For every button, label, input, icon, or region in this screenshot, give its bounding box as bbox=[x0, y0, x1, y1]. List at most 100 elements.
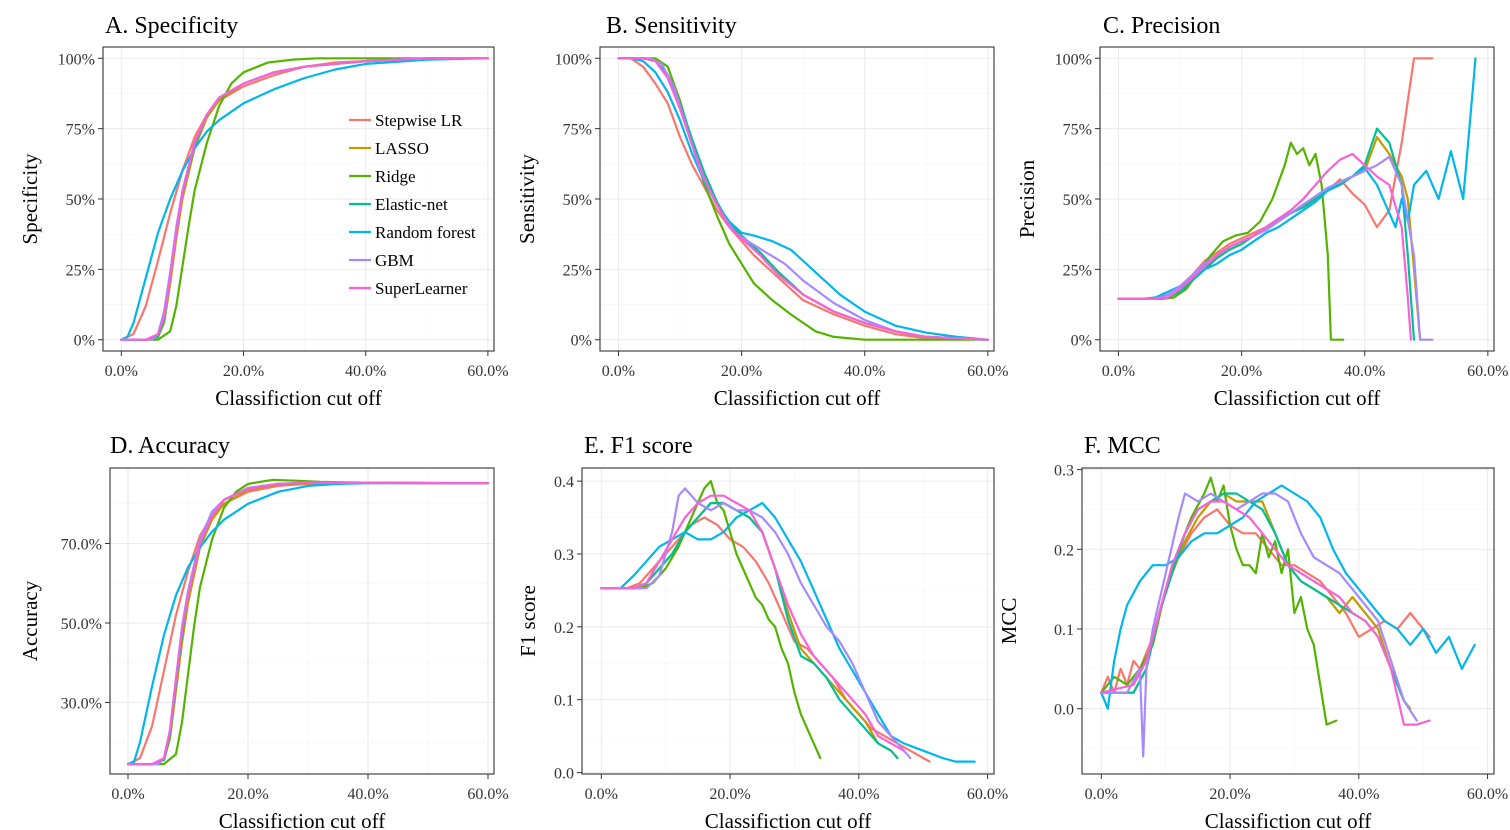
legend-label: Elastic-net bbox=[375, 195, 448, 214]
x-tick-label: 20.0% bbox=[1209, 786, 1250, 803]
x-tick-label: 20.0% bbox=[227, 786, 268, 803]
panel-c-precision: 0.0% 20.0% 40.0% 60.0% 0% 25% 50% 75% 100% C. Pre… bbox=[1015, 13, 1509, 410]
x-tick-label: 20.0% bbox=[709, 786, 750, 803]
series-line-stepwise-lr bbox=[1119, 58, 1433, 299]
x-axis-label: Classifiction cut off bbox=[1214, 386, 1380, 410]
y-tick-label: 0.1 bbox=[1054, 622, 1074, 639]
y-tick-label: 100% bbox=[1055, 51, 1092, 68]
y-tick-label: 0.4 bbox=[554, 474, 574, 491]
y-axis-label: F1 score bbox=[516, 585, 540, 657]
legend-label: LASSO bbox=[375, 139, 429, 158]
legend-label: SuperLearner bbox=[375, 279, 468, 298]
legend: Stepwise LR LASSO Ridge Elastic-net Random f… bbox=[349, 111, 476, 298]
y-tick-label: 0.3 bbox=[1054, 463, 1074, 480]
y-tick-label: 75% bbox=[1063, 122, 1092, 139]
y-axis-label: Precision bbox=[1015, 159, 1039, 238]
panel-title: B. Sensitivity bbox=[606, 13, 737, 39]
panel-a-specificity: 0.0% 20.0% 40.0% 60.0% 0% 25% 50% 75% 100% A. Spe… bbox=[18, 13, 509, 410]
x-tick-label: 0.0% bbox=[1085, 786, 1118, 803]
x-tick-label: 40.0% bbox=[844, 363, 885, 380]
y-tick-label: 0% bbox=[571, 333, 592, 350]
x-tick-label: 20.0% bbox=[1221, 363, 1262, 380]
x-axis-label: Classifiction cut off bbox=[1205, 809, 1371, 830]
x-tick-label: 20.0% bbox=[223, 363, 264, 380]
x-tick-label: 0.0% bbox=[585, 786, 618, 803]
y-tick-label: 0.0 bbox=[1054, 702, 1074, 719]
x-tick-label: 60.0% bbox=[1467, 363, 1508, 380]
x-tick-label: 0.0% bbox=[602, 363, 635, 380]
y-tick-label: 75% bbox=[66, 122, 95, 139]
y-tick-label: 0.0 bbox=[554, 766, 574, 783]
y-axis-label: Accuracy bbox=[18, 580, 42, 661]
x-tick-label: 0.0% bbox=[105, 363, 138, 380]
x-tick-label: 60.0% bbox=[1467, 786, 1508, 803]
y-tick-label: 25% bbox=[563, 262, 592, 279]
y-tick-label: 0.2 bbox=[554, 620, 574, 637]
y-tick-label: 50.0% bbox=[61, 616, 102, 633]
y-tick-label: 100% bbox=[58, 51, 95, 68]
x-tick-label: 40.0% bbox=[1344, 363, 1385, 380]
y-tick-label: 25% bbox=[1063, 262, 1092, 279]
x-axis-label: Classifiction cut off bbox=[705, 809, 871, 830]
series-line-gbm bbox=[601, 488, 910, 758]
x-tick-label: 40.0% bbox=[838, 786, 879, 803]
y-tick-label: 50% bbox=[1063, 192, 1092, 209]
y-tick-label: 0.3 bbox=[554, 547, 574, 564]
x-tick-label: 60.0% bbox=[967, 786, 1008, 803]
y-tick-label: 100% bbox=[555, 51, 592, 68]
y-tick-label: 0% bbox=[1071, 333, 1092, 350]
panels: 0.0% 20.0% 40.0% 60.0% 0% 25% 50% 75% 100% A. Spe… bbox=[18, 13, 1509, 830]
x-tick-label: 0.0% bbox=[1102, 363, 1135, 380]
y-axis-label: Specificity bbox=[18, 153, 42, 244]
y-tick-label: 0.2 bbox=[1054, 542, 1074, 559]
y-tick-label: 70.0% bbox=[61, 537, 102, 554]
panel-title: D. Accuracy bbox=[110, 433, 230, 459]
y-tick-label: 75% bbox=[563, 122, 592, 139]
series-line-random-forest bbox=[1119, 58, 1476, 299]
x-tick-label: 0.0% bbox=[111, 786, 144, 803]
series-line-lasso bbox=[1119, 137, 1421, 340]
x-axis-label: Classifiction cut off bbox=[215, 386, 381, 410]
x-tick-label: 40.0% bbox=[345, 363, 386, 380]
panel-title: C. Precision bbox=[1103, 13, 1220, 39]
series-line-lasso bbox=[601, 503, 897, 758]
series-line-random-forest bbox=[601, 503, 974, 762]
y-tick-label: 25% bbox=[66, 262, 95, 279]
series-line-ridge bbox=[1119, 143, 1344, 340]
panel-title: E. F1 score bbox=[584, 433, 693, 459]
series-line-superlearner bbox=[1101, 502, 1429, 725]
series-lines bbox=[1101, 478, 1474, 757]
panel-e-f1-score: 0.0% 20.0% 40.0% 60.0% 0.0 0.1 0.2 0.3 0.4 E. F1 … bbox=[516, 433, 1008, 830]
gridlines bbox=[600, 47, 994, 351]
y-tick-label: 0.1 bbox=[554, 693, 574, 710]
panel-f-mcc: 0.0% 20.0% 40.0% 60.0% 0.0 0.1 0.2 0.3 F. MCC Cla… bbox=[997, 433, 1508, 830]
series-lines bbox=[601, 481, 974, 761]
gridlines bbox=[1100, 47, 1494, 351]
legend-label: GBM bbox=[375, 251, 414, 270]
y-tick-label: 50% bbox=[66, 192, 95, 209]
x-axis-label: Classifiction cut off bbox=[219, 809, 385, 830]
series-line-random-forest bbox=[1101, 486, 1474, 709]
panel-title: F. MCC bbox=[1084, 433, 1161, 459]
y-tick-label: 0% bbox=[74, 333, 95, 350]
x-tick-label: 40.0% bbox=[1338, 786, 1379, 803]
panel-title: A. Specificity bbox=[105, 13, 238, 39]
legend-label: Stepwise LR bbox=[375, 111, 463, 130]
panel-b-sensitivity: 0.0% 20.0% 40.0% 60.0% 0% 25% 50% 75% 100% B. Sen… bbox=[515, 13, 1009, 410]
panel-d-accuracy: 0.0% 20.0% 40.0% 60.0% 30.0% 50.0% 70.0% D. Acc… bbox=[18, 433, 509, 830]
y-tick-label: 50% bbox=[563, 192, 592, 209]
series-line-gbm bbox=[1119, 157, 1433, 340]
legend-label: Random forest bbox=[375, 223, 476, 242]
series-line-elastic-net bbox=[601, 503, 897, 758]
y-tick-label: 30.0% bbox=[61, 695, 102, 712]
y-axis-label: MCC bbox=[997, 598, 1021, 645]
x-tick-label: 60.0% bbox=[467, 786, 508, 803]
x-tick-label: 40.0% bbox=[347, 786, 388, 803]
x-axis-label: Classifiction cut off bbox=[714, 386, 880, 410]
x-tick-label: 20.0% bbox=[721, 363, 762, 380]
legend-label: Ridge bbox=[375, 167, 416, 186]
y-axis-label: Sensitivity bbox=[515, 154, 539, 244]
series-line-superlearner bbox=[1119, 154, 1411, 340]
x-tick-label: 60.0% bbox=[467, 363, 508, 380]
